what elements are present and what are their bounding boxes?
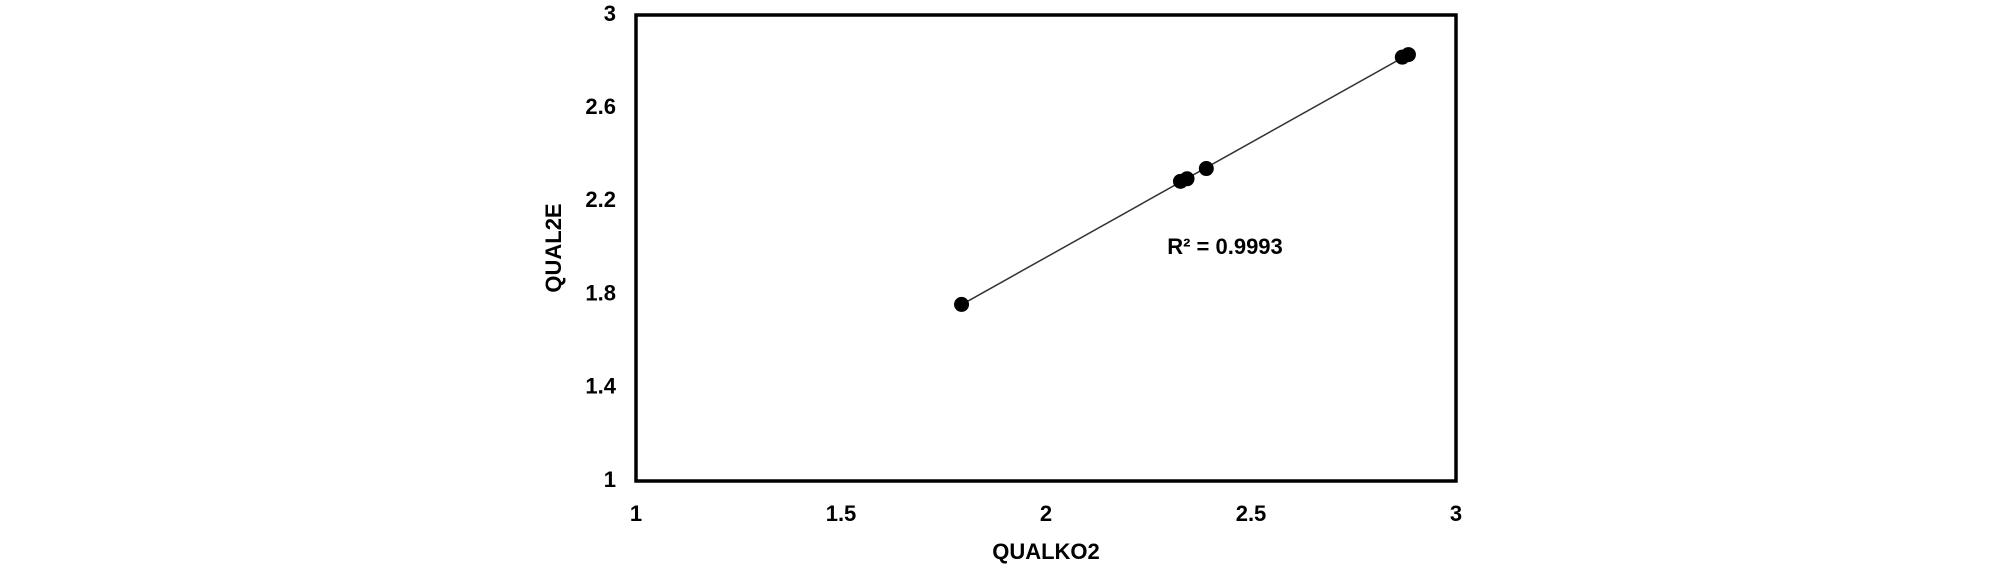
y-tick-label: 2.6 [585, 94, 616, 119]
point [1400, 47, 1416, 63]
x-tick-label: 1 [630, 501, 642, 526]
y-tick-label: 2.2 [585, 187, 616, 212]
y-tick-label: 1 [604, 467, 616, 492]
x-tick-label: 1.5 [826, 501, 857, 526]
y-tick-label: 3 [604, 1, 616, 26]
point [954, 296, 970, 312]
plot-frame [634, 13, 1458, 483]
y-tick-label: 1.8 [585, 280, 616, 305]
point [1198, 161, 1214, 177]
x-axis-label: QUALKO2 [992, 539, 1100, 564]
point [1179, 171, 1195, 187]
y-tick-label: 1.4 [585, 374, 616, 399]
annotation: R² = 0.9993 [1167, 234, 1283, 259]
y-axis-label: QUAL2E [541, 203, 566, 292]
x-tick-label: 2 [1040, 501, 1052, 526]
x-tick-label: 3 [1450, 501, 1462, 526]
x-tick-label: 2.5 [1236, 501, 1267, 526]
